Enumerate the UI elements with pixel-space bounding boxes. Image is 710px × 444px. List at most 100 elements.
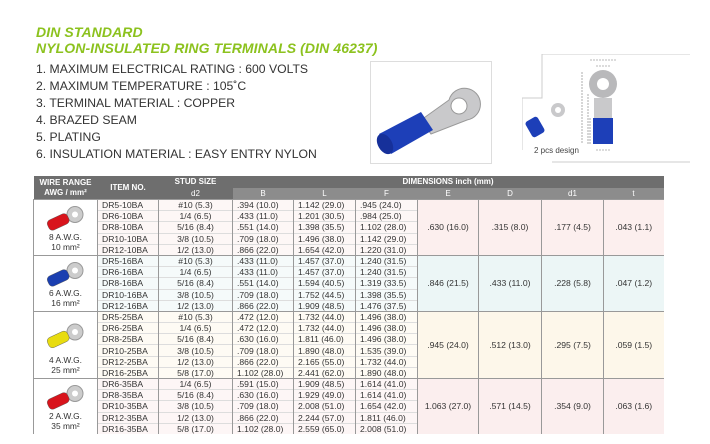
- dim-f-cell: 1.890 (48.0): [355, 366, 418, 379]
- dim-l-cell: 1.929 (49.0): [293, 389, 356, 401]
- table-row: DR6-16BA 1/4 (6.5) .433 (11.0) 1.457 (37.0)…: [34, 266, 664, 278]
- dim-b-cell: .551 (14.0): [232, 221, 294, 234]
- dim-f-cell: 1.398 (35.5): [355, 288, 418, 301]
- dim-b-cell: .709 (18.0): [232, 288, 294, 301]
- dim-f-cell: 1.240 (31.5): [355, 266, 418, 278]
- stud-size-cell: 5/16 (8.4): [158, 389, 233, 401]
- dim-f-cell: 1.811 (46.0): [355, 411, 418, 424]
- dim-b-cell: .630 (16.0): [232, 389, 294, 401]
- dim-l-cell: 2.244 (57.0): [293, 411, 356, 424]
- dim-f-cell: 1.732 (44.0): [355, 355, 418, 368]
- dim-t-cell: .063 (1.6): [603, 377, 664, 434]
- dim-d-cell: .315 (8.0): [478, 199, 542, 256]
- dim-b-cell: .433 (11.0): [232, 254, 294, 267]
- spec-item: 4. BRAZED SEAM: [36, 113, 137, 127]
- dim-b-cell: .551 (14.0): [232, 277, 294, 289]
- awg-label: 6 A.W.G.: [48, 287, 83, 298]
- dim-e-cell: .630 (16.0): [417, 199, 479, 256]
- dim-l-cell: 2.008 (51.0): [293, 400, 356, 413]
- dim-b-cell: .591 (15.0): [232, 377, 294, 390]
- table-row: DR16-35BA 5/8 (17.0) 1.102 (28.0) 2.559 (65…: [34, 422, 664, 434]
- stud-size-cell: 1/2 (13.0): [158, 299, 233, 312]
- spec-item: 6. INSULATION MATERIAL : EASY ENTRY NYLO…: [36, 147, 317, 161]
- specification-table: WIRE RANGE AWG / mm² ITEM NO. STUD SIZE D…: [33, 176, 664, 434]
- item-no-cell: DR6-35BA: [97, 377, 159, 390]
- item-no-cell: DR12-10BA: [97, 243, 159, 256]
- dim-b-cell: .472 (12.0): [232, 310, 294, 323]
- stud-size-cell: #10 (5.3): [158, 310, 233, 323]
- table-row: DR6-25BA 1/4 (6.5) .472 (12.0) 1.732 (44.0)…: [34, 322, 664, 334]
- awg-label: 4 A.W.G.: [48, 355, 83, 365]
- dim-l-cell: 1.594 (40.5): [293, 277, 356, 289]
- terminal-thumbnail-icon: [46, 323, 83, 348]
- spec-item: 3. TERMINAL MATERIAL : COPPER: [36, 96, 236, 110]
- dim-l-cell: 2.441 (62.0): [293, 366, 356, 379]
- header-dimensions: DIMENSIONS inch (mm): [232, 176, 664, 188]
- stud-size-cell: 1/2 (13.0): [158, 243, 233, 256]
- dim-l-cell: 1.811 (46.0): [293, 333, 356, 345]
- dim-l-cell: 1.457 (37.0): [293, 266, 356, 278]
- terminal-thumbnail-icon: [46, 261, 83, 287]
- header-d: D: [478, 188, 542, 200]
- dim-f-cell: 1.240 (31.5): [355, 254, 418, 267]
- dim-b-cell: .866 (22.0): [232, 299, 294, 312]
- dim-b-cell: .709 (18.0): [232, 232, 294, 245]
- dim-b-cell: .472 (12.0): [232, 322, 294, 334]
- spec-item: 5. PLATING: [36, 130, 101, 144]
- dim-f-cell: .945 (24.0): [355, 198, 418, 211]
- dim-d1-cell: .295 (7.5): [541, 310, 604, 379]
- table-row: DR8-16BA 5/16 (8.4) .551 (14.0) 1.594 (40.5…: [34, 277, 664, 289]
- dim-f-cell: 1.535 (39.0): [355, 344, 418, 357]
- header-f: F: [355, 188, 418, 200]
- dim-l-cell: 1.909 (48.5): [293, 377, 356, 390]
- dim-f-cell: 1.496 (38.0): [355, 333, 418, 345]
- table-row: 2 A.W.G. 35 mm² DR6-35BA 1/4 (6.5) .591 (15.…: [33, 377, 664, 434]
- diagram-caption: 2 pcs design: [534, 146, 579, 155]
- table-row: DR12-35BA 1/2 (13.0) .866 (22.0) 2.244 (57.…: [34, 411, 664, 424]
- dim-f-cell: 1.496 (38.0): [355, 310, 418, 323]
- mm2-label: 10 mm²: [51, 241, 80, 252]
- table-row: DR12-16BA 1/2 (13.0) .866 (22.0) 1.909 (48.…: [34, 299, 664, 312]
- header-d1: d1: [541, 188, 604, 200]
- dim-f-cell: 1.614 (41.0): [355, 389, 418, 401]
- dim-l-cell: 1.909 (48.5): [293, 299, 356, 312]
- item-no-cell: DR12-16BA: [97, 299, 159, 312]
- terminal-thumbnail-icon: [46, 205, 83, 231]
- header-wire-range: WIRE RANGE AWG / mm²: [33, 176, 98, 200]
- dim-l-cell: 2.559 (65.0): [293, 422, 356, 434]
- dim-d1-cell: .354 (9.0): [541, 377, 604, 434]
- terminal-diagram-icon: [521, 53, 690, 163]
- mm2-label: 35 mm²: [51, 420, 80, 431]
- dim-l-cell: 1.201 (30.5): [293, 210, 356, 222]
- table-row: DR16-25BA 5/8 (17.0) 1.102 (28.0) 2.441 (62…: [34, 366, 664, 379]
- wire-range-cell: 2 A.W.G. 35 mm²: [33, 377, 98, 434]
- terminal-thumbnail-icon: [46, 384, 83, 410]
- dim-b-cell: .866 (22.0): [232, 243, 294, 256]
- dim-d-cell: .512 (13.0): [478, 310, 542, 379]
- dim-f-cell: .984 (25.0): [355, 210, 418, 222]
- stud-size-cell: 5/8 (17.0): [158, 366, 233, 379]
- table-row: DR10-16BA 3/8 (10.5) .709 (18.0) 1.752 (44.…: [34, 288, 664, 301]
- dim-b-cell: .866 (22.0): [232, 355, 294, 368]
- wire-range-cell: 6 A.W.G. 16 mm²: [33, 254, 98, 312]
- dim-l-cell: 1.752 (44.5): [293, 288, 356, 301]
- wire-range-cell: 4 A.W.G. 25 mm²: [33, 310, 98, 379]
- table-row: DR8-35BA 5/16 (8.4) .630 (16.0) 1.929 (49.0…: [34, 389, 664, 401]
- dim-l-cell: 1.457 (37.0): [293, 254, 356, 267]
- table-row: DR6-10BA 1/4 (6.5) .433 (11.0) 1.201 (30.5)…: [34, 210, 664, 222]
- dim-f-cell: 1.614 (41.0): [355, 377, 418, 390]
- awg-label: 2 A.W.G.: [48, 410, 83, 421]
- stud-size-cell: 5/16 (8.4): [158, 277, 233, 289]
- stud-size-cell: 1/4 (6.5): [158, 322, 233, 334]
- item-no-cell: DR12-35BA: [97, 411, 159, 424]
- dim-e-cell: 1.063 (27.0): [417, 377, 479, 434]
- dim-f-cell: 1.476 (37.5): [355, 299, 418, 312]
- stud-size-cell: 3/8 (10.5): [158, 288, 233, 301]
- stud-size-cell: 3/8 (10.5): [158, 400, 233, 413]
- stud-size-cell: 1/2 (13.0): [158, 411, 233, 424]
- dim-b-cell: .433 (11.0): [232, 210, 294, 222]
- item-no-cell: DR8-10BA: [97, 221, 159, 234]
- dim-b-cell: 1.102 (28.0): [232, 422, 294, 434]
- item-no-cell: DR5-10BA: [97, 198, 159, 211]
- dim-d1-cell: .228 (5.8): [541, 254, 604, 312]
